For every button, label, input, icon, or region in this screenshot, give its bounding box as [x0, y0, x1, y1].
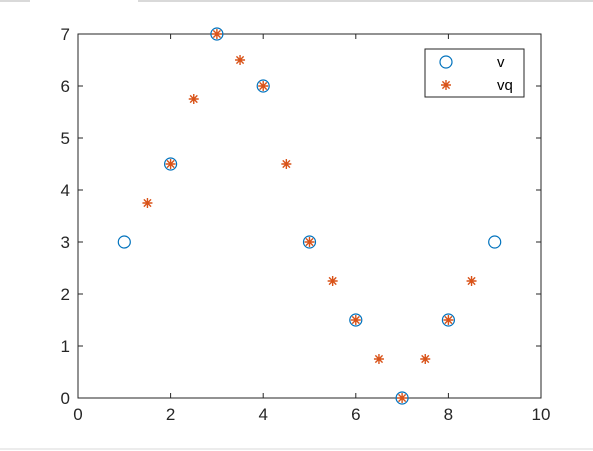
legend-marker-v: [439, 55, 453, 69]
y-tick-label: 6: [61, 77, 70, 96]
data-point-asterisk: [142, 198, 153, 208]
legend-label-v: v: [497, 54, 505, 71]
y-tick-label: 4: [61, 181, 70, 200]
data-point-circle: [441, 313, 455, 327]
data-series: [117, 27, 502, 405]
data-point-circle: [349, 313, 363, 327]
y-tick-label: 3: [61, 233, 70, 252]
legend-marker-symbol: [441, 80, 451, 90]
data-point-circle: [488, 235, 502, 249]
y-tick-label: 0: [61, 389, 70, 408]
data-point-circle: [302, 235, 317, 249]
legend-marker-vq: [441, 80, 451, 90]
data-point-circle: [164, 157, 178, 171]
data-point-circle: [256, 79, 270, 93]
legend-box: [424, 48, 525, 98]
data-point-asterisk: [466, 276, 477, 286]
data-point-asterisk: [165, 159, 176, 169]
data-point-asterisk: [188, 94, 199, 104]
x-tick-label: 0: [73, 405, 82, 424]
data-point-asterisk: [373, 354, 384, 364]
y-tick-label: 2: [61, 285, 70, 304]
data-point-asterisk: [443, 315, 454, 325]
data-point-asterisk: [304, 237, 315, 247]
data-point-circle: [117, 235, 131, 249]
data-point-circle: [210, 27, 224, 41]
x-tick-label: 4: [258, 405, 267, 424]
legend-marker-symbol: [439, 55, 453, 69]
x-tick-label: 10: [532, 405, 551, 424]
data-point-asterisk: [350, 315, 361, 325]
data-point-asterisk: [397, 393, 408, 403]
x-tick-label: 6: [351, 405, 360, 424]
y-axis-ticks: 0 1 2 3 4 5 6 7: [61, 25, 541, 408]
legend: v vq: [424, 48, 525, 98]
y-tick-label: 5: [61, 129, 70, 148]
data-point-asterisk: [258, 81, 269, 91]
y-tick-label: 1: [61, 337, 70, 356]
data-point-asterisk: [235, 55, 246, 65]
data-point-asterisk: [420, 354, 431, 364]
y-tick-label: 7: [61, 25, 70, 44]
legend-label-vq: vq: [497, 77, 513, 94]
data-point-asterisk: [281, 159, 292, 169]
x-tick-label: 8: [444, 405, 453, 424]
data-point-asterisk: [211, 29, 222, 39]
data-point-asterisk: [327, 276, 338, 286]
data-point-circle: [395, 391, 409, 405]
x-tick-label: 2: [166, 405, 175, 424]
x-axis-ticks: 0 2 4 6 8 10: [73, 34, 550, 424]
